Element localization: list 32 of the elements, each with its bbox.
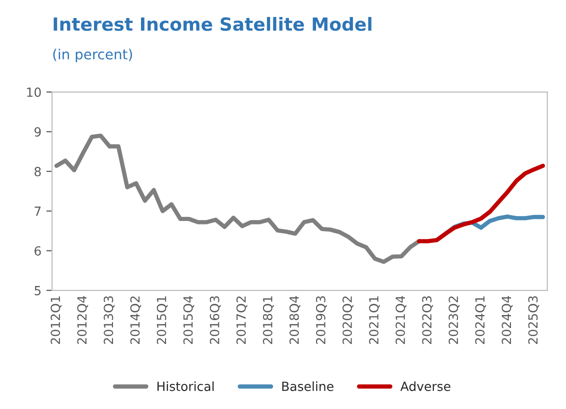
x-tick-label: 2012Q1 <box>50 296 62 344</box>
y-tick-label: 10 <box>27 87 41 97</box>
x-tick-label: 2018Q4 <box>289 296 300 344</box>
x-tick-label: 2024Q1 <box>475 296 486 344</box>
x-tick-label: 2025Q3 <box>528 296 540 344</box>
x-tick-label: 2020Q2 <box>342 296 354 344</box>
y-tick-label: 5 <box>34 286 41 296</box>
x-tick-label: 2014Q2 <box>130 296 142 344</box>
x-tick-label: 2021Q1 <box>369 296 380 344</box>
x-tick-label: 2013Q3 <box>104 296 115 344</box>
x-tick-label: 2023Q2 <box>448 296 460 344</box>
x-tick-label: 2012Q4 <box>77 296 88 344</box>
legend-label: Baseline <box>282 381 334 392</box>
x-tick-label: 2015Q4 <box>183 296 194 344</box>
y-tick-label: 7 <box>34 206 41 216</box>
chart-subtitle: (in percent) <box>53 48 132 62</box>
y-tick-label: 8 <box>34 166 41 176</box>
x-tick-label: 2022Q3 <box>422 296 433 344</box>
legend-label: Adverse <box>400 381 450 392</box>
x-tick-label: 2017Q2 <box>236 296 248 344</box>
y-tick-label: 6 <box>34 246 41 256</box>
line-series <box>54 134 422 264</box>
y-tick-label: 9 <box>34 127 41 137</box>
x-tick-label: 2021Q4 <box>396 296 406 344</box>
x-tick-label: 2016Q3 <box>210 296 221 344</box>
chart-title: Interest Income Satellite Model <box>54 16 372 31</box>
x-tick-label: 2015Q1 <box>156 296 168 344</box>
x-tick-label: 2024Q4 <box>502 296 513 344</box>
x-tick-label: 2019Q3 <box>316 296 327 344</box>
legend-label: Historical <box>157 381 214 392</box>
line-series <box>417 164 545 244</box>
x-tick-label: 2018Q1 <box>262 296 274 344</box>
